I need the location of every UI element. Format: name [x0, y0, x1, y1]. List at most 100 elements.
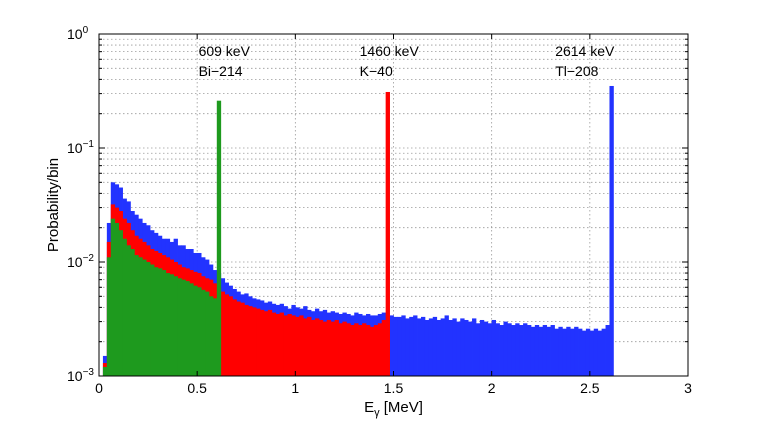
annotation-isotope: K−40 — [360, 63, 393, 79]
x-tick-label: 3 — [684, 380, 692, 396]
histogram-bar — [326, 319, 332, 376]
histogram-bar — [507, 323, 512, 376]
histogram-bar — [456, 321, 461, 376]
histogram-bar — [295, 316, 300, 376]
histogram-bar — [530, 326, 536, 376]
histogram-bar — [578, 328, 583, 376]
histogram-bar — [197, 287, 202, 376]
histogram-bar — [350, 325, 355, 376]
histogram-bar — [527, 325, 532, 376]
histogram-bar — [169, 274, 175, 376]
histogram-bar — [389, 315, 394, 376]
histogram-bar — [428, 318, 434, 376]
x-tick-label: 0.5 — [187, 380, 207, 396]
histogram-bar — [157, 268, 163, 376]
histogram-bar — [542, 325, 548, 376]
histogram-bar — [550, 325, 555, 376]
histogram-bar — [381, 319, 387, 376]
histogram-bar — [228, 296, 233, 376]
histogram-bar — [126, 245, 131, 376]
x-tick-label: 1.5 — [384, 380, 404, 396]
histogram-bar — [338, 323, 343, 376]
histogram-bar — [181, 279, 186, 376]
annotation-energy: 2614 keV — [555, 43, 615, 59]
histogram-bar — [114, 222, 120, 376]
histogram-bar — [279, 312, 284, 376]
annotation-isotope: Bi−214 — [199, 63, 243, 79]
y-axis-label: Probability/bin — [45, 158, 62, 252]
histogram-bar — [263, 311, 269, 376]
y-tick-label: 100 — [67, 25, 89, 42]
histogram-bar — [448, 319, 453, 376]
histogram-bar — [546, 326, 551, 376]
histogram-bar — [562, 328, 567, 376]
y-tick-label: 10−1 — [67, 139, 94, 156]
histogram-bar — [417, 318, 422, 376]
histogram-bar — [173, 276, 178, 376]
histogram-bar — [354, 323, 359, 376]
histogram-bar — [534, 325, 540, 376]
histogram-bar — [283, 315, 288, 376]
histogram-bar — [377, 323, 383, 376]
histogram-bar — [220, 291, 226, 376]
histogram-bar — [322, 321, 328, 376]
annotation-energy: 1460 keV — [360, 43, 420, 59]
histogram-bar — [307, 316, 312, 376]
histogram-bar — [523, 323, 528, 376]
histogram-bar — [452, 318, 457, 376]
histogram-bar — [405, 318, 410, 376]
histogram-bar — [201, 289, 206, 376]
x-tick-label: 0 — [95, 380, 103, 396]
histogram-bar — [424, 319, 430, 376]
histogram-bar — [130, 249, 135, 376]
histogram-bar — [566, 326, 571, 376]
histogram-bar — [318, 319, 324, 376]
histogram-bars — [102, 85, 614, 376]
histogram-bar — [224, 294, 229, 376]
peak-annotations: 609 keV Bi−214 1460 keV K−40 2614 keV Tl−208 — [199, 43, 615, 79]
histogram-bar — [373, 325, 379, 376]
histogram-bar — [314, 318, 320, 376]
histogram-bar — [605, 325, 610, 376]
histogram-bar — [570, 328, 575, 376]
histogram-bar — [495, 323, 500, 376]
histogram-bar — [585, 328, 591, 376]
histogram-bar — [601, 328, 606, 376]
histogram-bar — [271, 312, 277, 376]
x-tick-label: 1 — [291, 380, 299, 396]
histogram-bar — [558, 326, 563, 376]
histogram-bar — [358, 325, 363, 376]
histogram-bar — [589, 330, 595, 376]
histogram-bar — [240, 302, 245, 376]
histogram-bar — [397, 316, 402, 376]
histogram-bar — [205, 291, 210, 376]
histogram-bar — [299, 315, 304, 376]
histogram-bar — [118, 230, 123, 376]
histogram-bar — [464, 319, 469, 376]
histogram-bar — [393, 316, 398, 376]
histogram-bar — [256, 308, 261, 376]
axis-ticks: 0 0.5 1 1.5 2 2.5 3 10−3 10−2 10−1 100 — [67, 25, 692, 396]
annotation-energy: 609 keV — [199, 43, 251, 59]
histogram-bar — [275, 313, 281, 376]
histogram-bar — [554, 328, 559, 376]
histogram-bar — [413, 315, 418, 376]
histogram-bar — [342, 321, 347, 376]
histogram-bar — [420, 316, 426, 376]
histogram-bar — [244, 304, 249, 376]
histogram-bar — [165, 273, 171, 376]
histogram-bar — [538, 326, 544, 376]
histogram-bar — [216, 100, 222, 376]
histogram-bar — [212, 298, 218, 376]
histogram-bar — [597, 330, 603, 376]
histogram-bar — [460, 318, 465, 376]
histogram-bar — [366, 325, 371, 376]
histogram-bar — [102, 366, 108, 376]
histogram-bar — [515, 323, 520, 376]
histogram-bar — [208, 296, 214, 376]
histogram-bar — [479, 319, 485, 376]
histogram-bar — [311, 319, 316, 376]
histogram-bar — [122, 238, 127, 376]
histogram-bar — [385, 91, 390, 376]
